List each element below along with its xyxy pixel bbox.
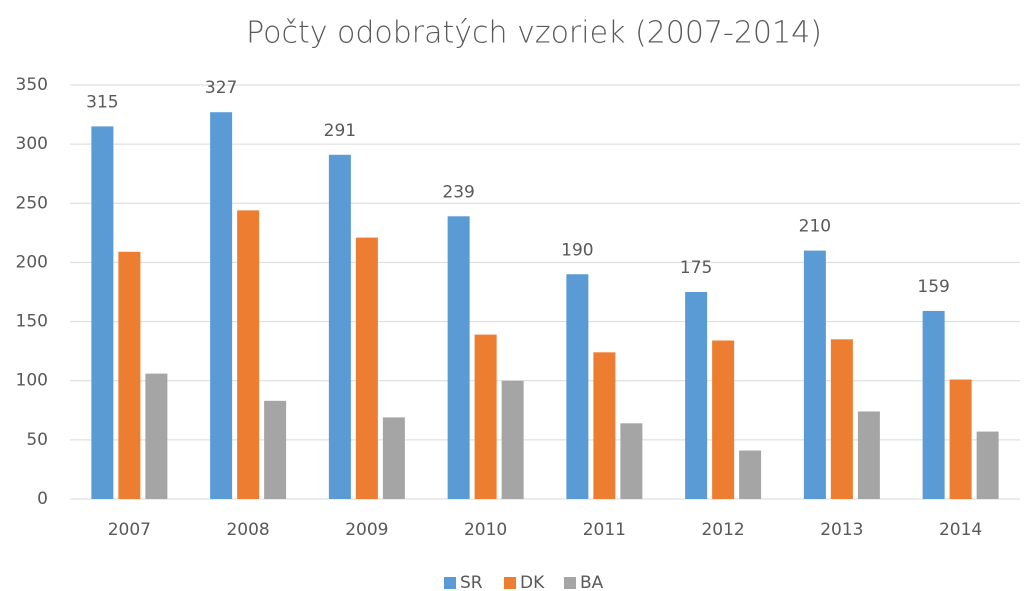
legend-label: DK xyxy=(520,573,545,591)
bar xyxy=(739,450,762,499)
data-label: 239 xyxy=(442,182,474,202)
data-label: 315 xyxy=(86,92,118,112)
y-tick-label: 100 xyxy=(16,371,48,391)
x-tick-label: 2009 xyxy=(345,520,388,540)
y-tick-label: 150 xyxy=(16,312,48,332)
legend-label: SR xyxy=(460,573,483,591)
x-tick-label: 2014 xyxy=(939,520,982,540)
bar xyxy=(145,373,168,499)
bar xyxy=(803,250,826,499)
y-tick-label: 300 xyxy=(16,134,48,154)
data-label: 291 xyxy=(324,121,356,141)
bar xyxy=(857,411,880,499)
data-label: 327 xyxy=(205,78,237,98)
bar xyxy=(593,352,616,499)
bar xyxy=(474,334,497,499)
data-label: 190 xyxy=(561,240,593,260)
bar xyxy=(922,310,945,499)
data-label: 210 xyxy=(799,217,831,237)
y-tick-label: 200 xyxy=(16,252,48,272)
bar xyxy=(210,112,233,499)
bar xyxy=(830,339,853,499)
bar xyxy=(382,417,405,499)
bar xyxy=(566,274,589,499)
data-label: 175 xyxy=(680,258,712,278)
bar xyxy=(118,251,141,499)
legend-swatch xyxy=(564,577,576,589)
bar xyxy=(949,379,972,499)
legend-swatch xyxy=(444,577,456,589)
bar xyxy=(264,400,287,499)
legend-label: BA xyxy=(580,573,604,591)
legend-swatch xyxy=(504,577,516,589)
bar xyxy=(355,237,378,500)
x-tick-label: 2008 xyxy=(226,520,269,540)
bar xyxy=(501,380,524,499)
y-tick-label: 50 xyxy=(26,430,48,450)
bar xyxy=(685,292,708,499)
y-tick-label: 350 xyxy=(16,75,48,95)
bar xyxy=(620,423,643,499)
x-tick-label: 2010 xyxy=(464,520,507,540)
bar xyxy=(91,126,114,500)
bar xyxy=(237,210,260,499)
y-tick-label: 250 xyxy=(16,193,48,213)
data-label: 159 xyxy=(917,277,949,297)
x-tick-label: 2013 xyxy=(820,520,863,540)
bar xyxy=(976,431,999,499)
bar xyxy=(447,216,470,499)
x-tick-label: 2012 xyxy=(701,520,744,540)
y-tick-label: 0 xyxy=(37,489,48,509)
chart-title: Počty odobratých vzoriek (2007-2014) xyxy=(246,16,822,51)
x-tick-label: 2007 xyxy=(108,520,151,540)
bar xyxy=(328,154,351,499)
bar xyxy=(712,340,735,499)
x-tick-label: 2011 xyxy=(583,520,626,540)
